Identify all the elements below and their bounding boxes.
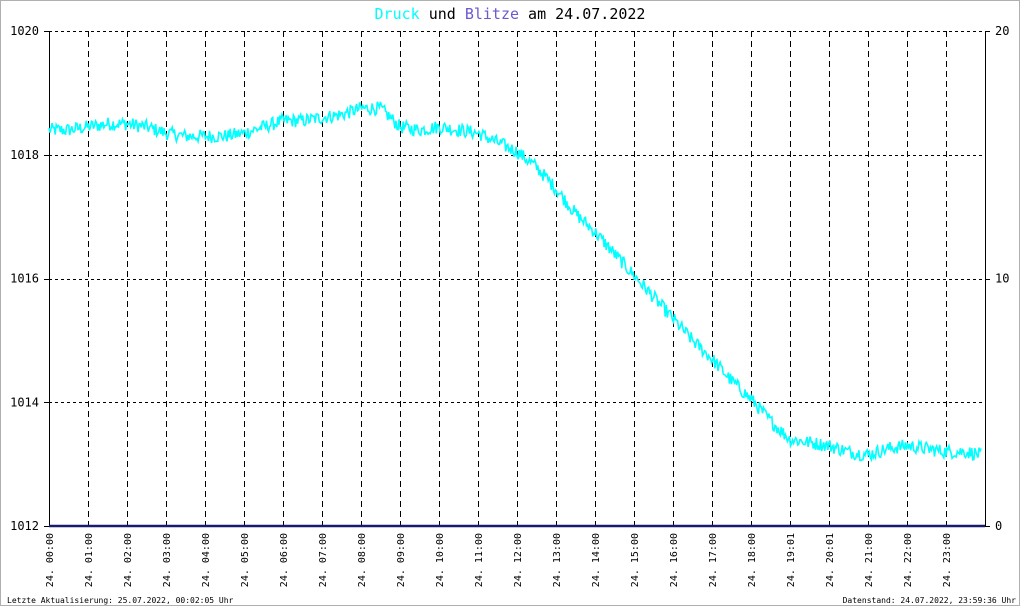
x-tick-label: 24. 02:00: [123, 533, 134, 587]
x-tick-label: 24. 09:00: [396, 533, 407, 587]
footer-last-update: Letzte Aktualisierung: 25.07.2022, 00:02…: [7, 596, 234, 605]
x-tick-label: 24. 19:01: [786, 533, 797, 587]
title-blitze: Blitze: [465, 5, 519, 23]
x-tick-label: 24. 14:00: [591, 533, 602, 587]
y-left-tick-label: 1012: [10, 519, 39, 533]
title-druck: Druck: [375, 5, 420, 23]
title-date: am 24.07.2022: [519, 5, 645, 23]
series-layer: [48, 101, 985, 528]
x-tick-label: 24. 08:00: [357, 533, 368, 587]
x-tick-label: 24. 20:01: [825, 533, 836, 587]
chart-title: Druck und Blitze am 24.07.2022: [375, 5, 646, 23]
y-right-tick-label: 0: [995, 519, 1002, 533]
x-tick-label: 24. 17:00: [708, 533, 719, 587]
x-tick-label: 24. 00:00: [45, 533, 56, 587]
x-tick-label: 24. 07:00: [318, 533, 329, 587]
x-tick-label: 24. 06:00: [279, 533, 290, 587]
x-tick-label: 24. 13:00: [552, 533, 563, 587]
x-tick-label: 24. 01:00: [84, 533, 95, 587]
series-druck-line: [48, 101, 982, 463]
x-tick-label: 24. 05:00: [240, 533, 251, 587]
x-tick-label: 24. 10:00: [435, 533, 446, 587]
y-left-tick-label: 1014: [10, 395, 39, 409]
y-left-tick-label: 1016: [10, 272, 39, 286]
axes: [44, 31, 990, 527]
y-right-tick-label: 10: [995, 272, 1009, 286]
x-tick-label: 24. 22:00: [903, 533, 914, 587]
y-left-tick-label: 1020: [10, 24, 39, 38]
x-tick-label: 24. 04:00: [201, 533, 212, 587]
title-und: und: [420, 5, 465, 23]
x-tick-label: 24. 21:00: [864, 533, 875, 587]
x-tick-label: 24. 16:00: [669, 533, 680, 587]
x-tick-label: 24. 12:00: [513, 533, 524, 587]
x-tick-label: 24. 03:00: [162, 533, 173, 587]
x-tick-label: 24. 11:00: [474, 533, 485, 587]
footer-data-status: Datenstand: 24.07.2022, 23:59:36 Uhr: [842, 596, 1016, 605]
y-right-tick-label: 20: [995, 24, 1009, 38]
x-tick-label: 24. 18:00: [747, 533, 758, 587]
x-tick-label: 24. 23:00: [942, 533, 953, 587]
x-tick-label: 24. 15:00: [630, 533, 641, 587]
grid: [49, 31, 985, 526]
y-left-tick-label: 1018: [10, 148, 39, 162]
tick-labels: 1020 1018 1016 1014 1012 20 10 0 24. 00:00 24. 01…: [10, 24, 1009, 587]
